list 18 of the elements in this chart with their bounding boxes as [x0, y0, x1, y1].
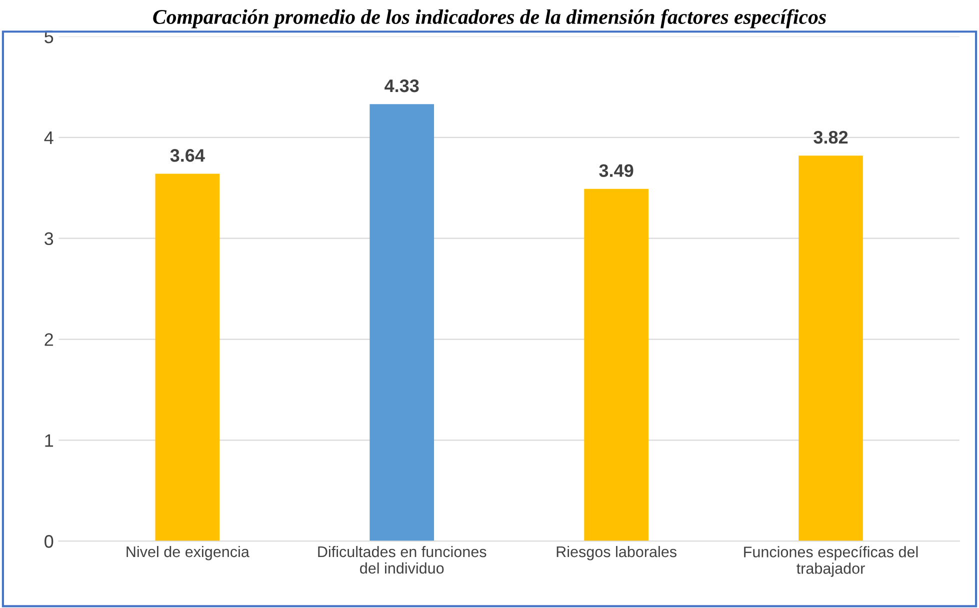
- x-tick-label: Nivel de exigencia: [126, 546, 250, 560]
- y-tick-label: 3: [44, 232, 54, 246]
- bar: [798, 156, 863, 542]
- data-label: 3.82: [814, 130, 848, 144]
- bar: [155, 174, 220, 542]
- data-label: 3.49: [599, 164, 634, 178]
- y-tick-label: 1: [45, 434, 53, 447]
- data-label: 4.33: [384, 79, 419, 92]
- x-tick-label: Funciones específicas del trabajador: [744, 546, 918, 577]
- x-tick-label: Dificultades en funciones del individuo: [318, 546, 486, 574]
- y-tick-label: 0: [44, 535, 54, 548]
- y-tick-label: 4: [44, 132, 54, 144]
- bar: [370, 104, 434, 542]
- y-tick-label: 2: [44, 333, 53, 346]
- data-label: 3.64: [170, 149, 205, 162]
- bar: [584, 188, 648, 542]
- chart-title: Comparación promedio de los indicadores de la dimensión factores específicos: [153, 9, 826, 28]
- x-tick-label: Riesgos laborales: [556, 546, 676, 560]
